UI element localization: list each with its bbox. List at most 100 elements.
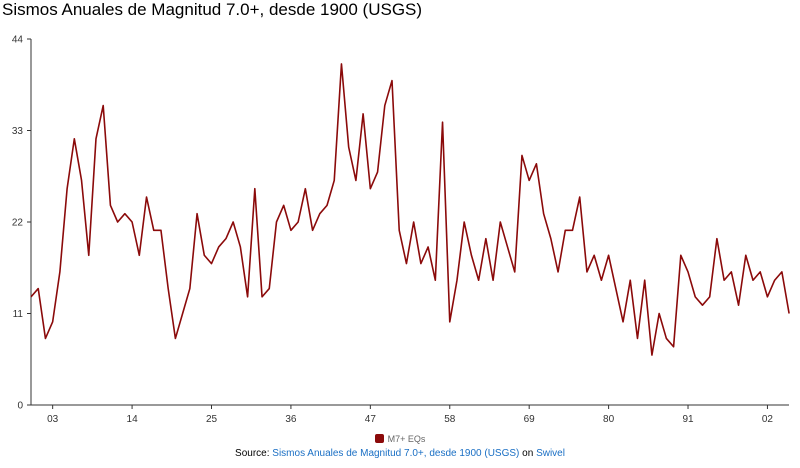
- data-point: [131, 221, 133, 223]
- data-point: [752, 279, 754, 281]
- data-point: [283, 204, 285, 206]
- data-point: [506, 246, 508, 248]
- data-point: [737, 304, 739, 306]
- data-point: [189, 287, 191, 289]
- data-point: [607, 254, 609, 256]
- data-point: [210, 262, 212, 264]
- data-point: [44, 337, 46, 339]
- data-point: [658, 312, 660, 314]
- data-point: [167, 287, 169, 289]
- data-point: [579, 196, 581, 198]
- data-point: [766, 296, 768, 298]
- data-point: [644, 279, 646, 281]
- data-point: [254, 188, 256, 190]
- data-point: [629, 279, 631, 281]
- data-point: [593, 254, 595, 256]
- data-point: [788, 312, 790, 314]
- swivel-link[interactable]: Swivel: [536, 448, 565, 459]
- data-point: [116, 221, 118, 223]
- data-point: [542, 212, 544, 214]
- data-point: [88, 254, 90, 256]
- data-point: [37, 287, 39, 289]
- data-point: [687, 271, 689, 273]
- data-point: [30, 296, 32, 298]
- y-tick-label: 0: [17, 401, 23, 412]
- y-tick-label: 11: [13, 309, 24, 320]
- data-point: [571, 229, 573, 231]
- data-point: [218, 246, 220, 248]
- x-tick-label: 14: [127, 414, 139, 425]
- legend-swatch: [374, 434, 384, 443]
- data-point: [340, 63, 342, 65]
- x-tick-label: 91: [682, 414, 694, 425]
- series-layer: [30, 63, 790, 356]
- data-point: [261, 296, 263, 298]
- source-footer: Source: Sismos Anuales de Magnitud 7.0+,…: [0, 448, 800, 459]
- data-point: [477, 279, 479, 281]
- x-tick-label: 69: [524, 414, 536, 425]
- data-point: [514, 271, 516, 273]
- x-tick-label: 25: [206, 414, 218, 425]
- data-point: [398, 229, 400, 231]
- data-point: [290, 229, 292, 231]
- data-point: [304, 188, 306, 190]
- y-tick-label: 33: [12, 126, 24, 137]
- source-prefix: Source:: [235, 448, 273, 459]
- data-point: [297, 221, 299, 223]
- data-point: [730, 271, 732, 273]
- data-point: [586, 271, 588, 273]
- data-point: [51, 321, 53, 323]
- data-point: [268, 287, 270, 289]
- data-point: [225, 237, 227, 239]
- x-tick-label: 80: [603, 414, 615, 425]
- data-point: [138, 254, 140, 256]
- data-point: [391, 79, 393, 81]
- data-point: [449, 321, 451, 323]
- data-point: [174, 337, 176, 339]
- data-point: [535, 163, 537, 165]
- data-point: [95, 138, 97, 140]
- data-point: [109, 204, 111, 206]
- source-link[interactable]: Sismos Anuales de Magnitud 7.0+, desde 1…: [272, 448, 520, 459]
- data-point: [456, 279, 458, 281]
- data-point: [759, 271, 761, 273]
- data-point: [160, 229, 162, 231]
- data-point: [275, 221, 277, 223]
- data-point: [102, 104, 104, 106]
- data-point: [232, 221, 234, 223]
- data-point: [73, 138, 75, 140]
- data-point: [145, 196, 147, 198]
- x-tick-label: 36: [285, 414, 297, 425]
- data-point: [672, 346, 674, 348]
- x-tick-label: 02: [762, 414, 774, 425]
- data-point: [326, 204, 328, 206]
- data-point: [441, 121, 443, 123]
- data-point: [319, 212, 321, 214]
- data-point: [124, 212, 126, 214]
- data-point: [636, 337, 638, 339]
- data-point: [694, 296, 696, 298]
- line-chart: 0 11 22 33 44 03 14 25 36 47 58 69 80 91 02: [12, 35, 790, 425]
- x-tick-label: 03: [47, 414, 59, 425]
- data-point: [376, 171, 378, 173]
- data-point: [781, 271, 783, 273]
- x-tick-label: 58: [444, 414, 456, 425]
- data-point: [492, 279, 494, 281]
- legend-label: M7+ EQs: [387, 434, 426, 444]
- x-tick-label: 47: [365, 414, 377, 425]
- data-point: [680, 254, 682, 256]
- data-point: [716, 237, 718, 239]
- data-point: [369, 188, 371, 190]
- y-tick-label: 22: [12, 218, 24, 229]
- source-middle: on: [519, 448, 537, 459]
- data-point: [528, 179, 530, 181]
- series-line: [30, 63, 790, 356]
- data-point: [600, 279, 602, 281]
- data-point: [708, 296, 710, 298]
- data-point: [485, 237, 487, 239]
- data-point: [665, 337, 667, 339]
- data-point: [773, 279, 775, 281]
- chart-title: Sismos Anuales de Magnitud 7.0+, desde 1…: [2, 0, 423, 19]
- data-point: [311, 229, 313, 231]
- legend: M7+ EQs: [0, 434, 800, 444]
